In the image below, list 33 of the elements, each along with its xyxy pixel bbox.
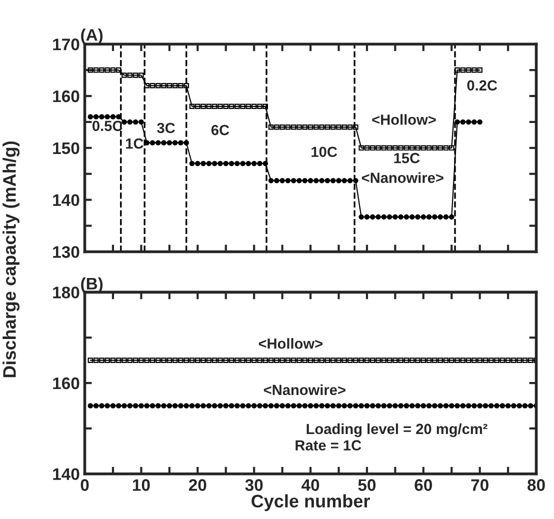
y-tick-label: 160 xyxy=(53,377,80,390)
annotation: 0.5C xyxy=(92,120,122,132)
annotation: 3C xyxy=(157,122,175,134)
annotation: <Nanowire> xyxy=(264,384,346,396)
annotation: Rate = 1C xyxy=(296,440,362,451)
x-tick-label: 10 xyxy=(132,479,150,491)
x-tick-label: 50 xyxy=(358,479,376,491)
y-tick-label: 130 xyxy=(53,246,80,258)
annotation: <Hollow> xyxy=(372,114,436,125)
x-tick-label: 80 xyxy=(528,479,545,491)
y-tick-label: 180 xyxy=(53,286,80,298)
annotation: 6C xyxy=(211,124,230,136)
annotation: Loading level = 20 mg/cm² xyxy=(306,423,488,438)
annotation: 0.2C xyxy=(467,80,498,91)
x-tick-label: 60 xyxy=(414,479,432,491)
x-tick-label: 20 xyxy=(188,479,206,491)
x-axis-title: Cycle number xyxy=(252,494,370,512)
x-tick-label: 0 xyxy=(80,479,89,491)
annotation: 15C xyxy=(394,152,420,164)
y-tick-label: 170 xyxy=(53,38,80,50)
chart-title: (A) xyxy=(81,28,103,44)
y-tick-label: 150 xyxy=(53,142,80,154)
y-tick-label: 160 xyxy=(53,90,80,102)
annotation: 10C xyxy=(312,146,338,158)
y-axis-title: Discharge capacity (mAh/g) xyxy=(2,141,20,378)
annotation: 1C xyxy=(126,138,144,149)
annotation: <Nanowire> xyxy=(362,172,444,183)
x-tick-label: 40 xyxy=(302,479,320,491)
y-tick-label: 140 xyxy=(53,468,80,480)
annotation: <Hollow> xyxy=(258,338,322,349)
x-tick-label: 70 xyxy=(471,479,488,491)
x-tick-label: 30 xyxy=(245,479,263,491)
y-tick-label: 140 xyxy=(53,194,80,206)
